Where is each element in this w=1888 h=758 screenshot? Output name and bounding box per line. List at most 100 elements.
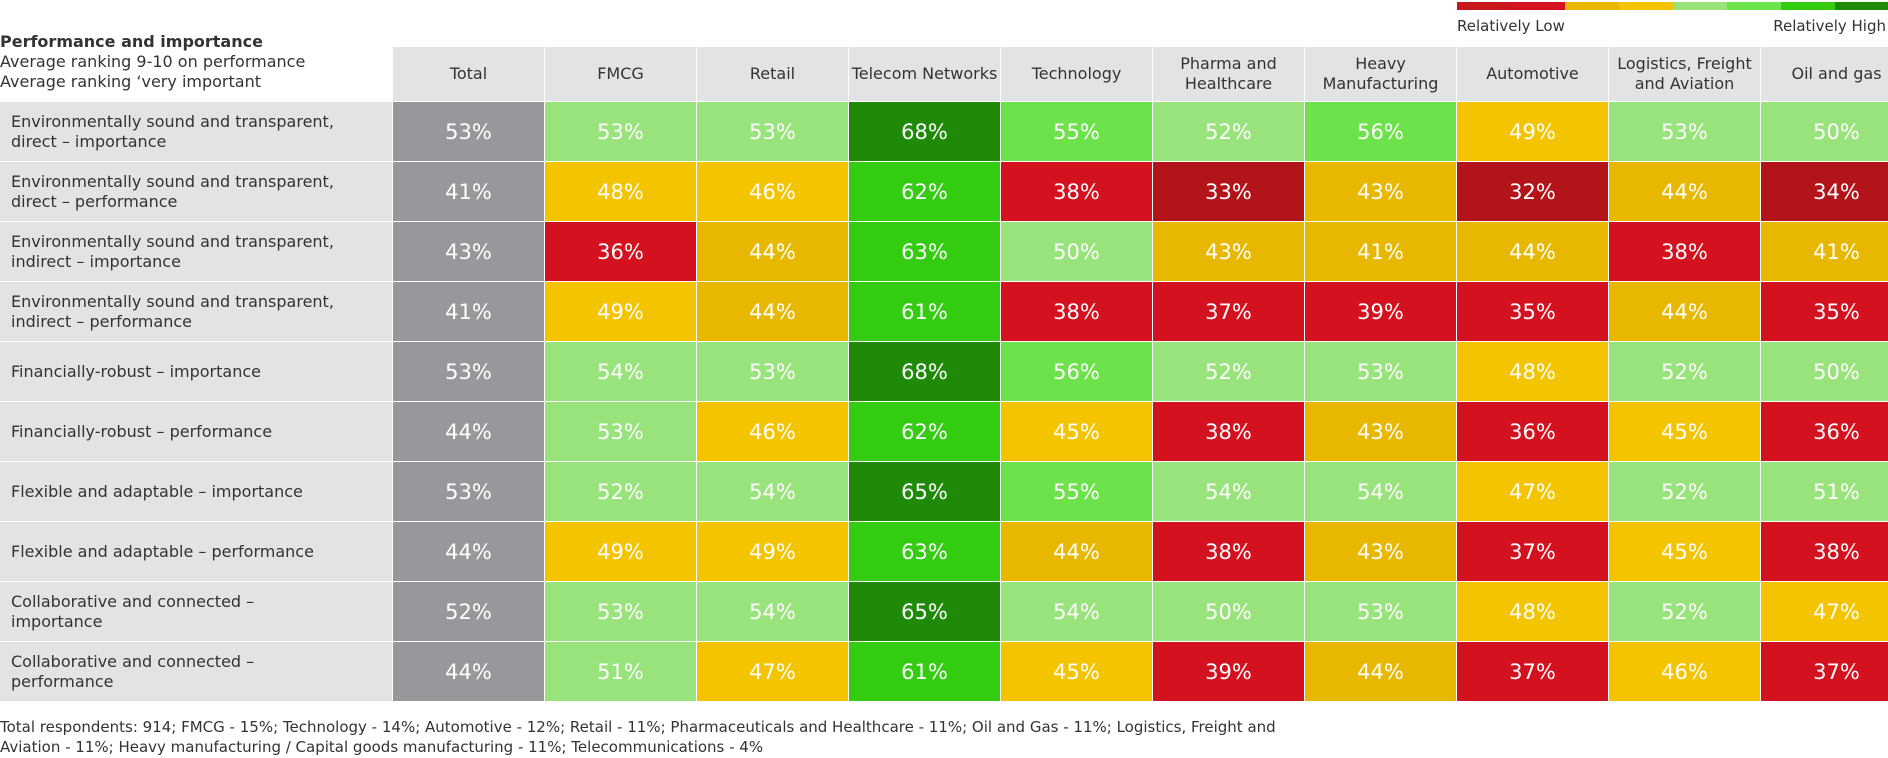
heatmap-cell: 49% (1456, 101, 1608, 161)
heatmap-cell: 44% (1456, 221, 1608, 281)
row-label-cell: Flexible and adaptable – performance (0, 521, 392, 581)
row-label: Flexible and adaptable – performance (11, 541, 314, 561)
column-header: Logistics, Freight and Aviation (1608, 47, 1760, 101)
heatmap-cell: 44% (1000, 521, 1152, 581)
heatmap-cell: 45% (1608, 401, 1760, 461)
heatmap-cell: 47% (1760, 581, 1888, 641)
heatmap-cell: 38% (1000, 161, 1152, 221)
row-label-cell: Collaborative and connected – importance (0, 581, 392, 641)
row-label-cell: Environmentally sound and transparent, i… (0, 281, 392, 341)
heatmap-cell: 48% (1456, 581, 1608, 641)
heatmap-cell: 53% (544, 581, 696, 641)
heatmap-cell: 36% (544, 221, 696, 281)
heatmap-cell: 35% (1456, 281, 1608, 341)
heatmap-cell: 45% (1000, 641, 1152, 701)
heatmap-cell: 53% (1304, 581, 1456, 641)
heatmap-cell: 54% (1152, 461, 1304, 521)
heatmap-cell: 38% (1760, 521, 1888, 581)
heatmap-cell: 52% (392, 581, 544, 641)
heatmap-cell: 54% (1304, 461, 1456, 521)
row-label-cell: Financially-robust – importance (0, 341, 392, 401)
heatmap-cell: 63% (848, 521, 1000, 581)
heatmap-cell: 41% (392, 281, 544, 341)
legend-swatch (1781, 2, 1835, 10)
heatmap-cell: 50% (1760, 341, 1888, 401)
heatmap-cell: 44% (392, 641, 544, 701)
heatmap-cell: 51% (544, 641, 696, 701)
column-header: Telecom Networks (848, 47, 1000, 101)
column-header: Total (392, 47, 544, 101)
heatmap-cell: 47% (696, 641, 848, 701)
heatmap-cell: 54% (696, 581, 848, 641)
heatmap-cell: 52% (1152, 341, 1304, 401)
row-label-cell: Flexible and adaptable – importance (0, 461, 392, 521)
heatmap-cell: 33% (1152, 161, 1304, 221)
legend-swatch (1673, 2, 1727, 10)
row-label-cell: Environmentally sound and transparent, d… (0, 161, 392, 221)
heatmap-cell: 53% (392, 341, 544, 401)
heatmap-cell: 39% (1152, 641, 1304, 701)
column-header: Heavy Manufacturing (1304, 47, 1456, 101)
heatmap-cell: 56% (1304, 101, 1456, 161)
row-label-cell: Financially-robust – performance (0, 401, 392, 461)
legend-swatch (1457, 2, 1511, 10)
heatmap-cell: 52% (1608, 341, 1760, 401)
heatmap-cell: 61% (848, 281, 1000, 341)
heatmap-cell: 54% (696, 461, 848, 521)
table-title: Performance and importance Average ranki… (0, 32, 390, 92)
row-label-cell: Environmentally sound and transparent, d… (0, 101, 392, 161)
row-label: Financially-robust – importance (11, 361, 261, 381)
heatmap-cell: 38% (1608, 221, 1760, 281)
column-header: FMCG (544, 47, 696, 101)
heatmap-cell: 53% (696, 101, 848, 161)
heatmap-cell: 53% (1304, 341, 1456, 401)
heatmap-cell: 45% (1608, 521, 1760, 581)
heatmap-cell: 55% (1000, 461, 1152, 521)
heatmap-cell: 43% (1152, 221, 1304, 281)
heatmap-cell: 53% (392, 461, 544, 521)
heatmap-cell: 46% (696, 161, 848, 221)
heatmap-cell: 37% (1760, 641, 1888, 701)
heatmap-cell: 68% (848, 341, 1000, 401)
heatmap-cell: 34% (1760, 161, 1888, 221)
heatmap-cell: 44% (1304, 641, 1456, 701)
heatmap-cell: 32% (1456, 161, 1608, 221)
legend-high-label: Relatively High (1773, 17, 1886, 35)
heatmap-cell: 38% (1000, 281, 1152, 341)
footnote: Total respondents: 914; FMCG - 15%; Tech… (0, 718, 1276, 756)
heatmap-cell: 61% (848, 641, 1000, 701)
row-label: Environmentally sound and transparent, i… (11, 231, 334, 271)
heatmap-cell: 49% (696, 521, 848, 581)
heatmap-cell: 49% (544, 281, 696, 341)
row-label: Collaborative and connected – importance (11, 591, 255, 631)
heatmap-cell: 54% (544, 341, 696, 401)
heatmap-cell: 62% (848, 161, 1000, 221)
column-header: Technology (1000, 47, 1152, 101)
column-header: Oil and gas (1760, 47, 1888, 101)
heatmap-cell: 55% (1000, 101, 1152, 161)
heatmap-cell: 54% (1000, 581, 1152, 641)
heatmap-cell: 48% (544, 161, 696, 221)
column-header: Pharma and Healthcare (1152, 47, 1304, 101)
heatmap-cell: 47% (1456, 461, 1608, 521)
heatmap-cell: 44% (392, 521, 544, 581)
legend-swatch (1835, 2, 1888, 10)
heatmap-cell: 43% (1304, 161, 1456, 221)
heatmap-cell: 46% (696, 401, 848, 461)
heatmap-cell: 53% (544, 401, 696, 461)
heatmap-cell: 52% (1608, 461, 1760, 521)
heatmap-cell: 51% (1760, 461, 1888, 521)
legend-swatch (1511, 2, 1565, 10)
heatmap-cell: 53% (392, 101, 544, 161)
column-header: Automotive (1456, 47, 1608, 101)
heatmap-cell: 43% (1304, 521, 1456, 581)
heatmap-cell: 50% (1760, 101, 1888, 161)
legend-swatch (1565, 2, 1619, 10)
heatmap-cell: 53% (696, 341, 848, 401)
heatmap-cell: 63% (848, 221, 1000, 281)
row-label: Environmentally sound and transparent, i… (11, 291, 334, 331)
heatmap-cell: 41% (1304, 221, 1456, 281)
heatmap-cell: 36% (1456, 401, 1608, 461)
heatmap-cell: 50% (1000, 221, 1152, 281)
row-label: Environmentally sound and transparent, d… (11, 111, 334, 151)
